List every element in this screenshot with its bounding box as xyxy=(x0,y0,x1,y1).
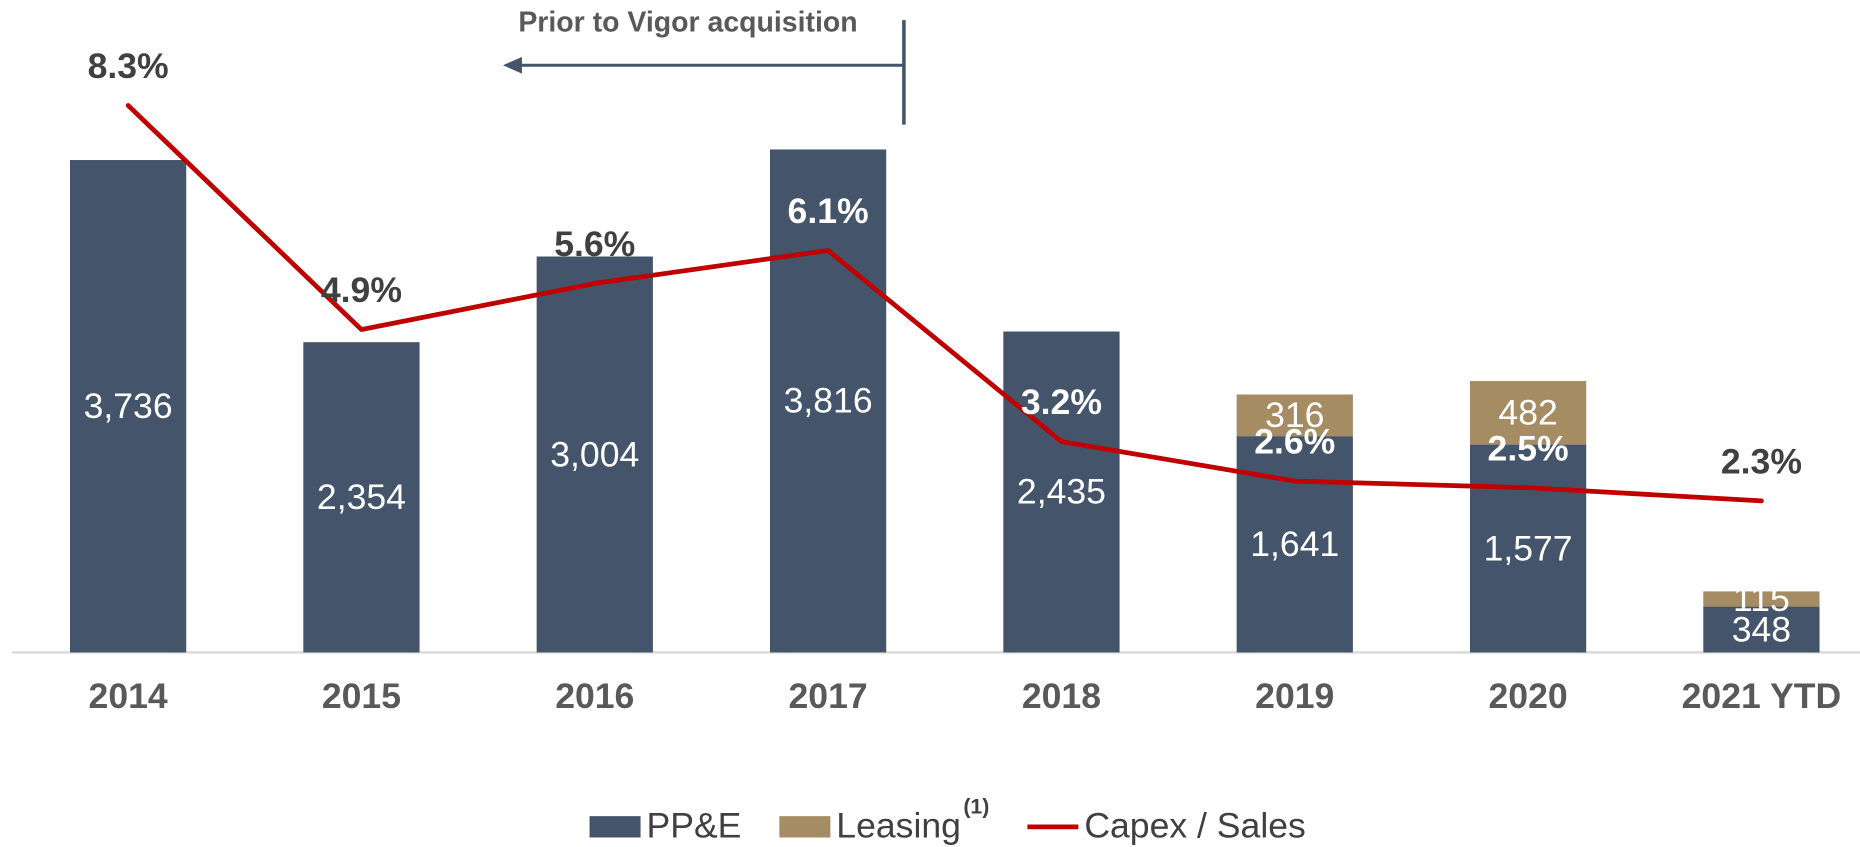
x-tick-label: 2021 YTD xyxy=(1682,676,1842,716)
bar-value-label: 3,004 xyxy=(550,434,639,474)
bar-segment xyxy=(1703,591,1820,607)
legend-swatch xyxy=(779,816,831,838)
x-tick-label: 2018 xyxy=(1022,676,1101,716)
x-tick-label: 2017 xyxy=(789,676,868,716)
legend: PP&E Leasing (1) Capex / Sales xyxy=(589,794,1306,845)
annotation: Prior to Vigor acquisition xyxy=(518,6,857,38)
bar-segment xyxy=(1236,394,1353,437)
x-tick-label: 2020 xyxy=(1489,676,1568,716)
x-tick-label: 2014 xyxy=(89,676,168,716)
legend-footnote: (1) xyxy=(963,794,989,818)
bar-value-label: 3,816 xyxy=(784,381,873,421)
line-value-label: 3.2% xyxy=(1021,382,1102,422)
bar-segment xyxy=(1703,606,1820,653)
x-tick-label: 2016 xyxy=(555,676,634,716)
bar-value-label: 115 xyxy=(1733,579,1790,619)
x-tick-label: 2019 xyxy=(1255,676,1334,716)
bar-value-label: 2,354 xyxy=(317,477,406,517)
legend-label: PP&E xyxy=(646,805,741,845)
bar-value-label: 1,641 xyxy=(1250,524,1339,564)
line-value-label: 8.3% xyxy=(88,46,169,86)
legend-label: Capex / Sales xyxy=(1084,805,1306,845)
bar-segment xyxy=(1003,331,1120,653)
bar-value-label: 348 xyxy=(1732,609,1791,649)
bar-segment xyxy=(1469,444,1587,653)
line-value-label: 2.5% xyxy=(1488,428,1569,468)
x-tick-label: 2015 xyxy=(322,676,401,716)
bar-value-label: 316 xyxy=(1265,395,1324,435)
bar-value-label: 482 xyxy=(1498,393,1557,433)
line-value-label: 5.6% xyxy=(554,224,635,264)
line-value-label: 6.1% xyxy=(788,191,869,231)
bar-segment xyxy=(303,342,420,653)
bar-segment xyxy=(69,160,187,653)
line-value-label: 4.9% xyxy=(321,270,402,310)
line-value-label: 2.3% xyxy=(1721,442,1802,482)
legend-label: Leasing xyxy=(836,805,961,845)
legend-swatch xyxy=(589,816,641,838)
bar-value-label: 3,736 xyxy=(84,386,173,426)
bar-value-label: 2,435 xyxy=(1017,472,1106,512)
annotation-arrowhead xyxy=(502,56,522,74)
line xyxy=(125,103,1764,504)
bar-segment xyxy=(536,256,653,653)
bar-segment xyxy=(769,149,887,653)
bar-value-label: 1,577 xyxy=(1484,528,1573,568)
bar-segment xyxy=(1469,381,1587,445)
line-value-label: 2.6% xyxy=(1254,422,1335,462)
